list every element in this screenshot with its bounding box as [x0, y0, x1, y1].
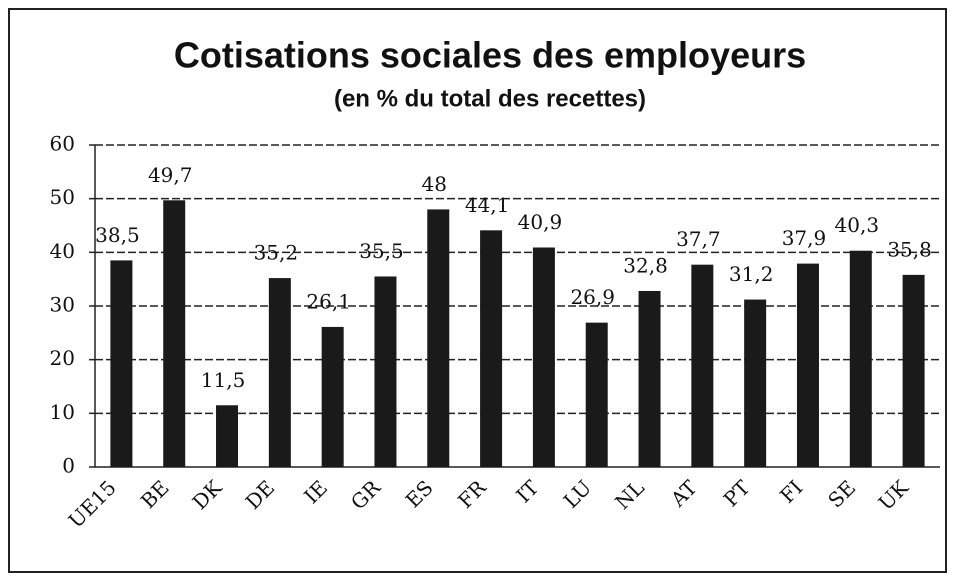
- value-label: 31,2: [729, 262, 774, 286]
- value-label: 48: [422, 172, 447, 196]
- bar: [691, 264, 714, 467]
- x-tick-label: ES: [401, 475, 438, 512]
- value-label: 38,5: [95, 223, 140, 247]
- x-tick-label: UK: [874, 475, 914, 515]
- y-tick-label: 30: [50, 293, 75, 317]
- value-label: 11,5: [201, 368, 246, 392]
- x-tick-label: NL: [610, 475, 649, 514]
- bar: [216, 405, 239, 467]
- x-tick-label: PT: [719, 475, 755, 511]
- bar: [849, 250, 872, 467]
- bar: [638, 290, 661, 467]
- value-label: 26,1: [306, 289, 351, 313]
- bar: [374, 276, 397, 467]
- value-label: 26,9: [570, 285, 615, 309]
- y-tick-label: 40: [50, 239, 75, 263]
- value-label: 37,9: [782, 226, 827, 250]
- bar: [744, 299, 767, 467]
- x-tick-label: UE15: [64, 475, 121, 532]
- bar: [480, 230, 503, 467]
- bar: [796, 263, 819, 467]
- x-tick-label: DE: [241, 475, 280, 514]
- value-label: 40,9: [518, 210, 563, 234]
- chart-border: [8, 8, 947, 573]
- bar: [110, 260, 133, 467]
- y-tick-label: 20: [50, 346, 75, 370]
- bar: [163, 200, 186, 467]
- x-tick-label: SE: [823, 475, 860, 512]
- value-label: 35,5: [359, 239, 404, 263]
- x-tick-label: LU: [559, 475, 597, 513]
- x-tick-label: IE: [299, 475, 332, 508]
- value-label: 32,8: [623, 253, 668, 277]
- bar: [427, 209, 450, 467]
- value-label: 37,7: [676, 227, 721, 251]
- value-label: 44,1: [465, 193, 510, 217]
- value-label: 49,7: [148, 163, 193, 187]
- x-tick-label: FR: [453, 475, 491, 513]
- bar: [268, 278, 291, 467]
- chart-title: Cotisations sociales des employeurs: [174, 35, 806, 76]
- bar: [902, 274, 925, 467]
- bar: [532, 247, 555, 467]
- bar: [585, 322, 608, 467]
- y-tick-label: 50: [50, 185, 75, 209]
- value-label: 35,2: [254, 241, 299, 265]
- value-label: 35,8: [887, 237, 932, 261]
- chart-subtitle: (en % du total des recettes): [334, 85, 646, 112]
- x-tick-label: BE: [136, 475, 174, 513]
- bar: [321, 326, 344, 467]
- x-tick-label: GR: [346, 475, 386, 515]
- x-tick-label: IT: [511, 475, 543, 507]
- x-tick-label: FI: [775, 475, 807, 507]
- x-tick-label: AT: [665, 475, 702, 512]
- y-tick-label: 60: [50, 132, 75, 156]
- value-label: 40,3: [835, 213, 880, 237]
- y-tick-label: 0: [62, 454, 75, 478]
- x-tick-label: DK: [188, 475, 228, 515]
- y-tick-label: 10: [50, 400, 75, 424]
